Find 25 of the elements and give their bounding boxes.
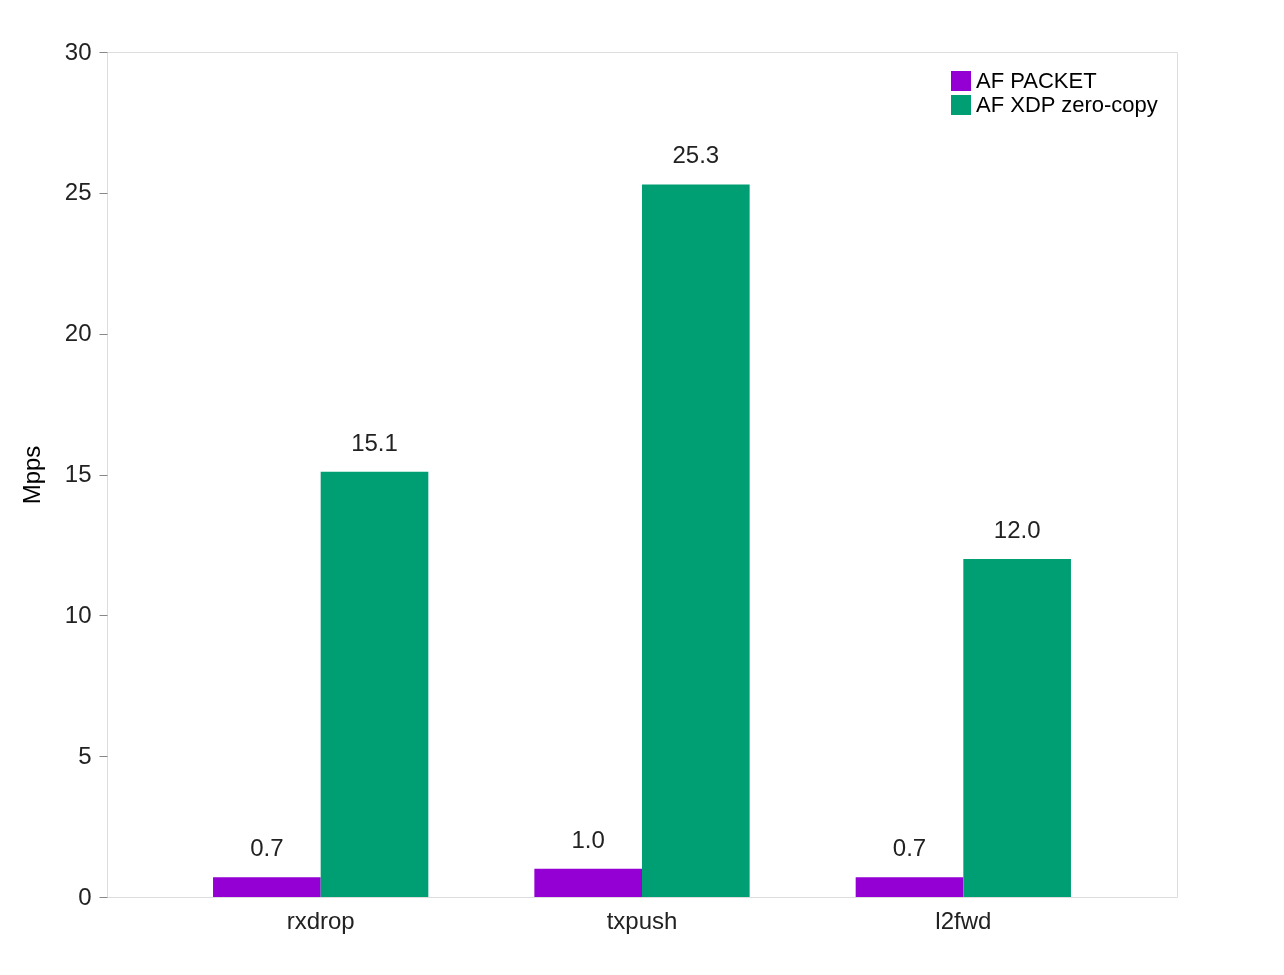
y-tick-label: 30 xyxy=(64,37,92,65)
y-axis-title: Mpps xyxy=(17,445,45,505)
data-label: 12.0 xyxy=(993,516,1041,543)
x-tick-label: l2fwd xyxy=(935,906,992,934)
bar xyxy=(534,868,642,897)
legend-label: AF PACKET xyxy=(976,68,1097,93)
y-tick-label: 20 xyxy=(64,319,92,347)
bar xyxy=(855,877,964,897)
data-label: 15.1 xyxy=(351,428,398,456)
y-tick-label: 0 xyxy=(78,882,92,910)
x-tick-label: txpush xyxy=(606,906,678,934)
x-tick-label: rxdrop xyxy=(286,906,355,934)
y-tick-label: 15 xyxy=(64,460,92,487)
bar xyxy=(213,877,321,897)
bar xyxy=(642,184,750,897)
data-label: 0.7 xyxy=(250,834,284,862)
y-tick-label: 5 xyxy=(78,741,92,769)
y-tick-label: 10 xyxy=(64,600,92,628)
data-label: 25.3 xyxy=(672,141,720,169)
data-label: 0.7 xyxy=(892,834,927,862)
y-tick-label: 25 xyxy=(64,178,92,206)
legend-label: AF XDP zero-copy xyxy=(976,92,1158,117)
bar xyxy=(320,471,429,897)
bar xyxy=(963,559,1071,897)
data-label: 1.0 xyxy=(571,825,605,853)
